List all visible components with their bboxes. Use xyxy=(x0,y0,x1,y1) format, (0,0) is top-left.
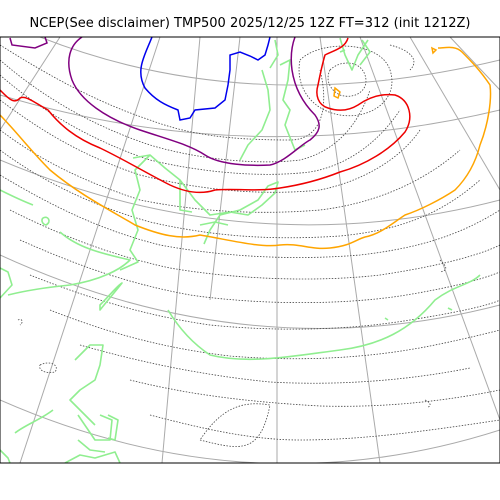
temperature-contour xyxy=(149,414,500,441)
coastline xyxy=(179,180,193,213)
meridian-line xyxy=(0,37,61,131)
temperature-contour xyxy=(79,344,471,384)
coastline xyxy=(41,216,50,226)
graticule-lines xyxy=(0,37,500,463)
isotherms xyxy=(0,37,492,250)
coastline xyxy=(77,414,113,441)
map-title: NCEP(See disclaimer) TMP500 2025/12/25 1… xyxy=(29,16,471,31)
isotherm-orange xyxy=(430,46,438,55)
coastline xyxy=(119,154,151,271)
temperature-contour xyxy=(17,319,23,326)
coastline xyxy=(0,189,34,206)
coastline xyxy=(7,231,131,296)
temperature-contour xyxy=(29,274,500,330)
coastline xyxy=(279,59,306,151)
temperature-contour xyxy=(298,45,393,117)
temperature-contour xyxy=(49,309,500,360)
temperature-contour xyxy=(0,149,481,239)
meridian-line xyxy=(359,37,500,421)
isotherm-violet xyxy=(9,37,48,49)
isotherm-blue xyxy=(140,37,271,121)
temperature-contour xyxy=(424,399,431,408)
isotherm-violet xyxy=(68,37,320,167)
isotherm-orange xyxy=(0,46,492,250)
coastline xyxy=(339,37,369,71)
map-background xyxy=(0,37,500,463)
meridian-line xyxy=(409,37,500,191)
latitude-arc xyxy=(0,94,500,138)
latitude-arc xyxy=(39,37,500,86)
coastline xyxy=(14,409,54,434)
coastline xyxy=(132,154,279,245)
coastline xyxy=(64,451,121,463)
coastline xyxy=(69,344,104,426)
temperature-contour xyxy=(199,403,271,447)
temperature-contour xyxy=(0,129,461,213)
coastline xyxy=(359,39,371,66)
coastline xyxy=(447,307,453,311)
coastline xyxy=(107,414,119,441)
isotherm-orange xyxy=(333,86,341,100)
coastline xyxy=(0,449,11,463)
meridian-line xyxy=(161,37,201,463)
map-frame xyxy=(0,36,500,464)
meridian-line xyxy=(19,37,161,463)
temperature-contour xyxy=(439,259,447,273)
coastline xyxy=(77,439,106,453)
latitude-arc xyxy=(0,399,500,463)
temperature-contour xyxy=(129,379,500,407)
coastline xyxy=(199,221,229,226)
isotherm-red xyxy=(0,37,411,194)
coastline xyxy=(384,317,389,321)
coastline xyxy=(269,39,279,69)
temperature-contour xyxy=(19,239,500,304)
coastlines xyxy=(0,37,481,463)
coastline xyxy=(239,69,271,161)
latitude-arc xyxy=(0,159,500,226)
meridian-line xyxy=(209,37,241,301)
coastline xyxy=(339,49,346,53)
coastline xyxy=(167,274,481,361)
coastline xyxy=(99,282,123,311)
coastline xyxy=(0,267,13,299)
latitude-arc xyxy=(0,254,500,329)
temperature-contour xyxy=(389,44,415,71)
temperature-contour xyxy=(9,209,500,280)
meridian-line xyxy=(449,37,500,91)
